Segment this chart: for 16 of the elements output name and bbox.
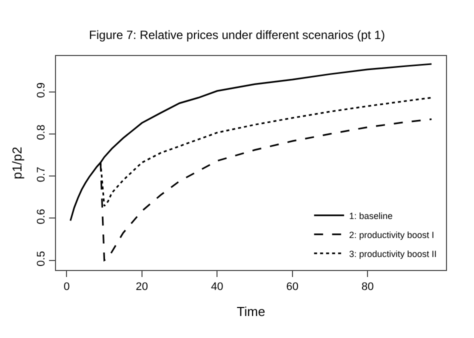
y-tick-label: 0.5 (36, 251, 48, 266)
x-tick-label: 60 (286, 281, 299, 294)
chart-title: Figure 7: Relative prices under different scenarios (pt 1) (89, 28, 385, 42)
y-tick-label: 0.9 (36, 82, 48, 98)
y-axis-title: p1/p2 (10, 146, 25, 180)
x-axis-title: Time (236, 304, 266, 319)
x-tick-label: 40 (211, 281, 224, 294)
y-tick-label: 0.7 (36, 166, 48, 182)
x-tick-label: 20 (136, 281, 148, 294)
legend-label: 2: productivity boost I (349, 230, 434, 240)
legend-label: 3: productivity boost II (349, 248, 437, 259)
x-tick-label: 0 (64, 281, 70, 294)
y-tick-label: 0.6 (36, 208, 48, 224)
legend-label: 1: baseline (349, 210, 393, 221)
y-tick-label: 0.8 (36, 124, 48, 140)
x-tick-label: 80 (361, 281, 374, 294)
